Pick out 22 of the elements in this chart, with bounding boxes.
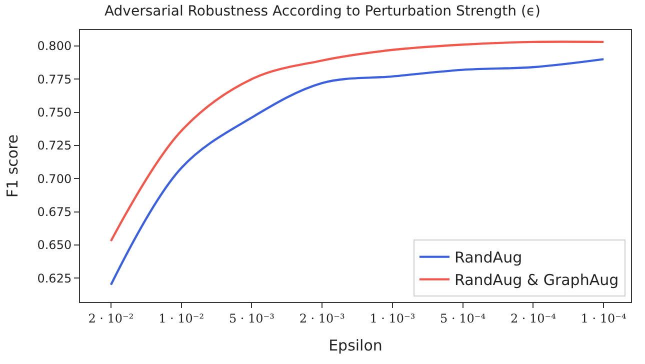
y-tick-label: 0.775 xyxy=(37,72,72,86)
y-tick-label: 0.650 xyxy=(37,238,72,252)
y-tick-label: 0.800 xyxy=(37,39,72,54)
y-tick-label: 0.625 xyxy=(37,271,72,286)
x-tick-label: 2 · 10⁻² xyxy=(88,311,134,326)
y-axis-title: F1 score xyxy=(3,134,22,198)
line-series xyxy=(110,40,605,242)
legend-label: RandAug xyxy=(454,248,522,267)
x-tick-label: 5 · 10⁻³ xyxy=(228,311,275,326)
x-tick-label: 1 · 10⁻³ xyxy=(370,311,416,326)
y-tick-label: 0.700 xyxy=(37,172,72,186)
x-tick-label: 5 · 10⁻⁴ xyxy=(440,311,486,326)
x-tick-label: 2 · 10⁻³ xyxy=(299,311,345,326)
x-tick-label: 1 · 10⁻⁴ xyxy=(580,311,626,326)
y-tick-label: 0.750 xyxy=(37,105,72,120)
x-tick-label: 1 · 10⁻² xyxy=(158,311,204,326)
x-axis-title: Epsilon xyxy=(328,336,382,354)
y-tick-label: 0.675 xyxy=(37,204,72,219)
y-tick-label: 0.725 xyxy=(37,138,72,153)
legend-label: RandAug & GraphAug xyxy=(454,271,619,290)
chart-title: Adversarial Robustness According to Perturbation Strength (ϵ) xyxy=(104,3,541,20)
x-tick-label: 2 · 10⁻⁴ xyxy=(510,311,556,326)
